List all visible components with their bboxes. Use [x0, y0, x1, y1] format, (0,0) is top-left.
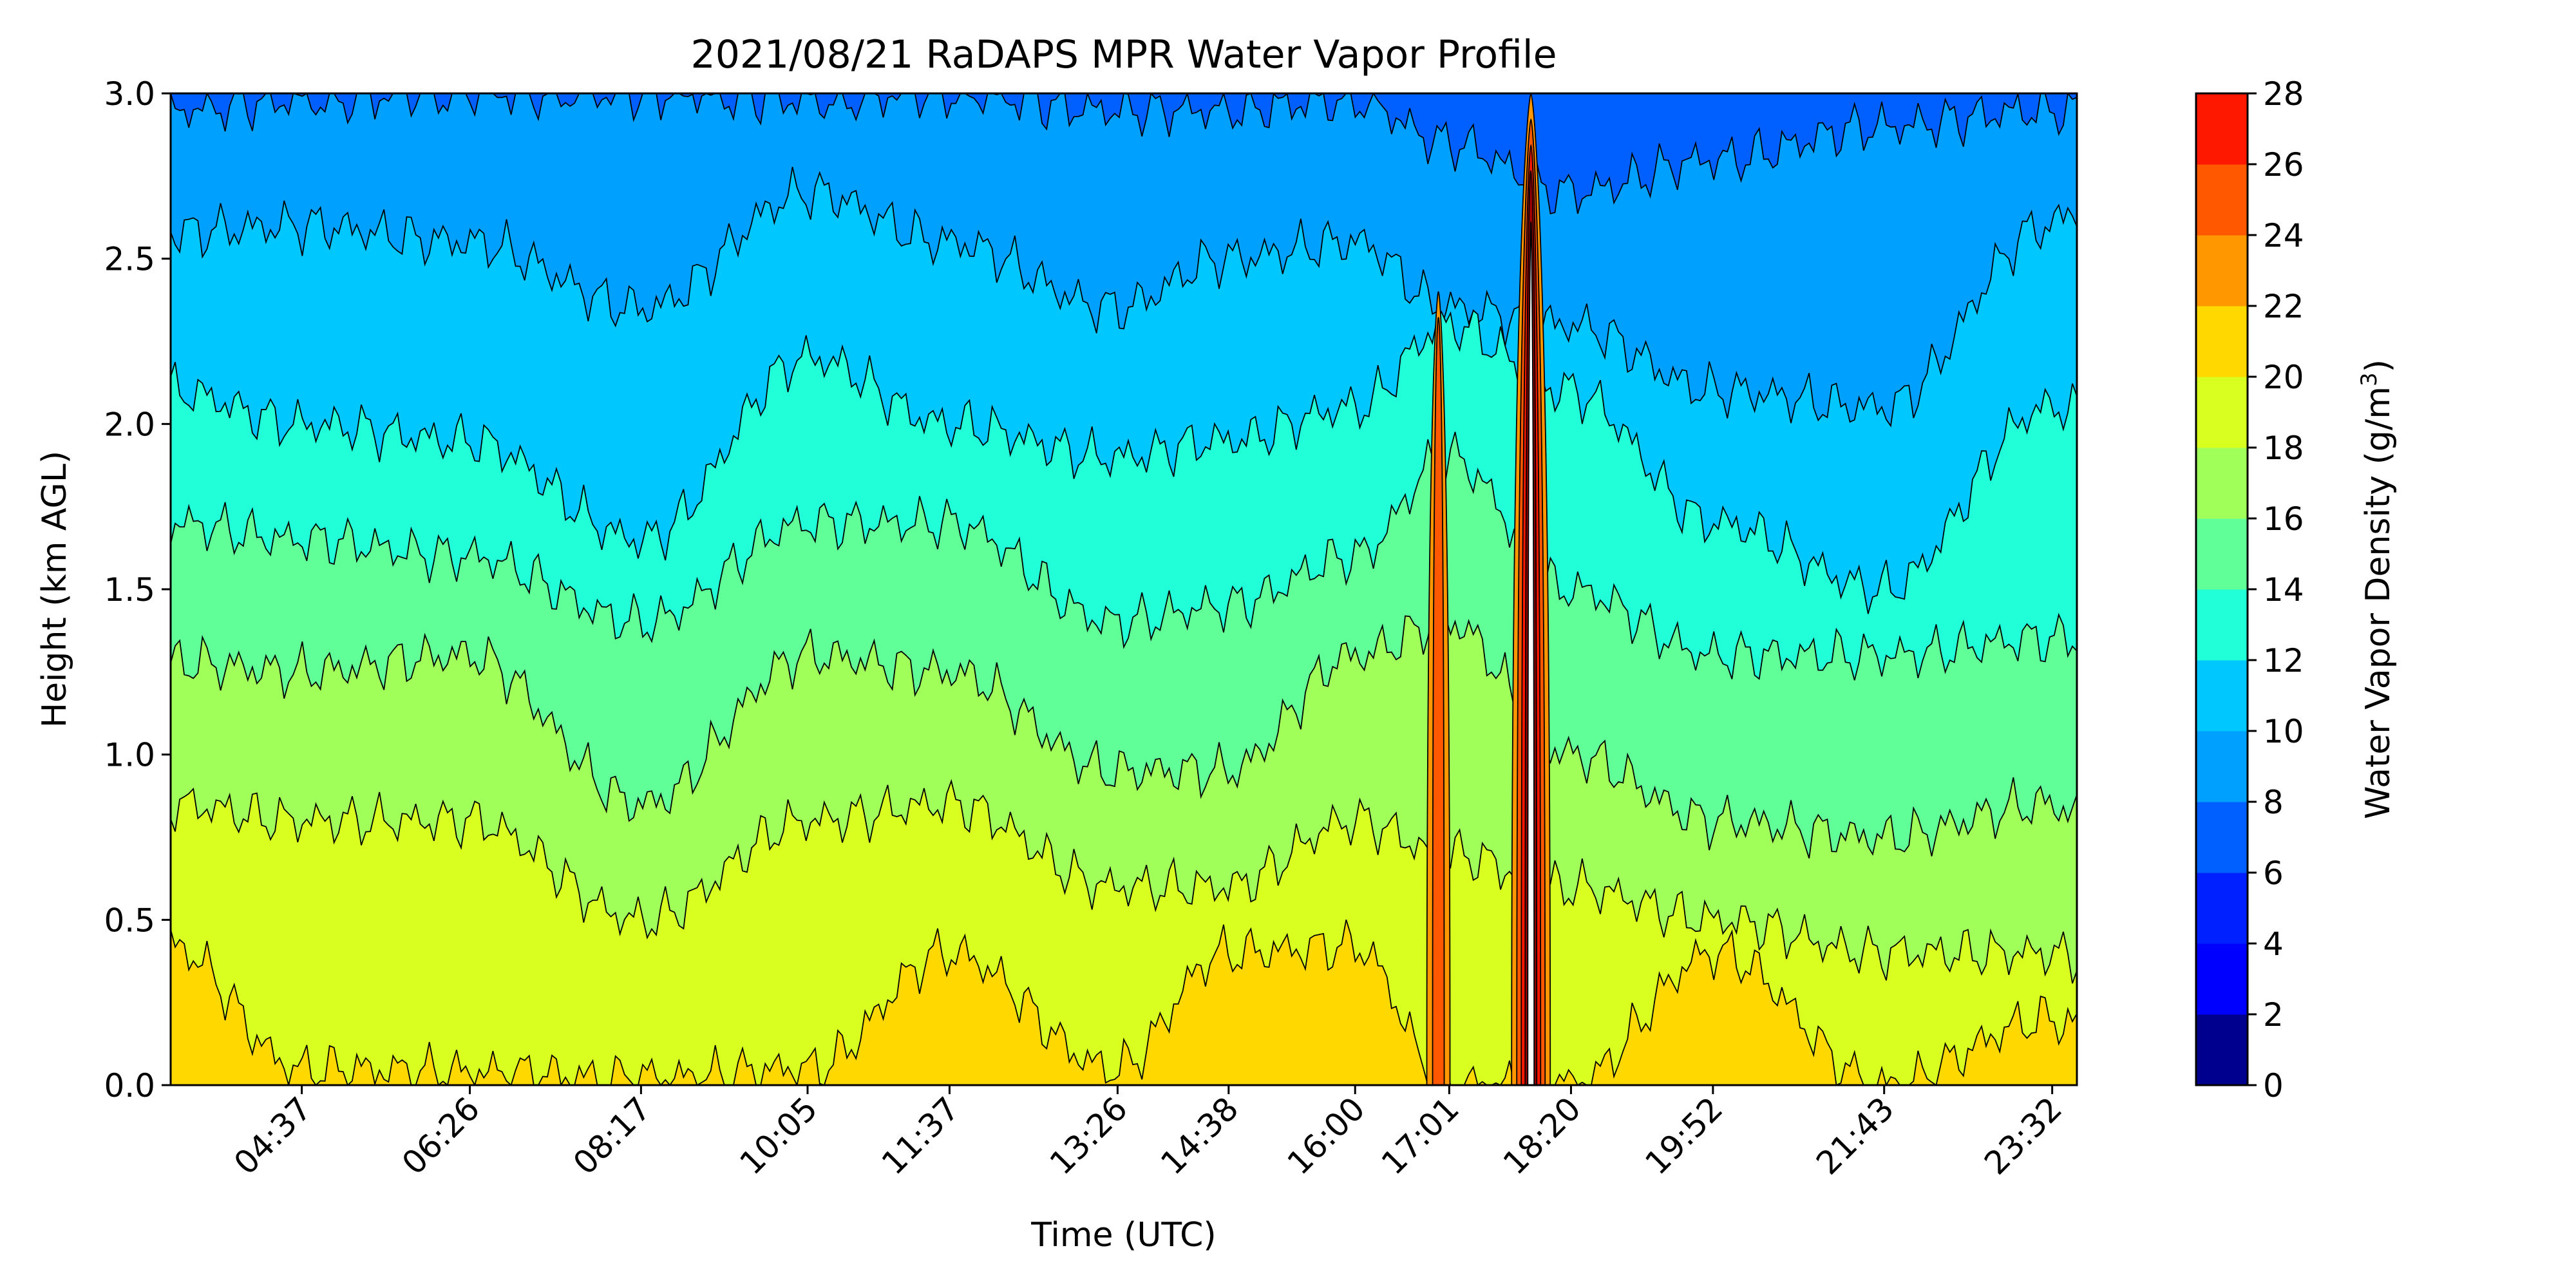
colorbar-tick-label: 14 [2263, 571, 2304, 609]
x-tick-label: 13:26 [1043, 1090, 1135, 1182]
x-axis: 04:37 06:26 08:17 10:05 11:37 13:26 14:38 16:00… [227, 1085, 2069, 1182]
y-axis-label: Height (km AGL) [35, 451, 74, 728]
colorbar-swatch-24 [2196, 164, 2248, 236]
chart-title: 2021/08/21 RaDAPS MPR Water Vapor Profil… [691, 32, 1557, 77]
plot-area [171, 93, 2077, 1085]
x-tick-label: 08:17 [566, 1090, 658, 1182]
spike-0-level-24 [1432, 317, 1445, 1085]
colorbar-swatch-22 [2196, 235, 2248, 307]
contour-line-14 [171, 431, 2077, 681]
y-tick-label: 0.0 [104, 1067, 155, 1104]
colorbar-swatch-4 [2196, 873, 2248, 944]
colorbar-swatch-0 [2196, 1014, 2248, 1086]
colorbar-tick-label: 18 [2263, 430, 2304, 467]
x-tick-label: 04:37 [227, 1090, 319, 1182]
colorbar-label-close: ) [2359, 359, 2398, 372]
colorbar-swatch-6 [2196, 802, 2248, 873]
x-tick-label: 19:52 [1638, 1090, 1730, 1182]
y-tick-label: 1.5 [104, 571, 155, 609]
x-axis-label: Time (UTC) [1030, 1216, 1216, 1255]
colorbar-frame [2195, 92, 2249, 1086]
x-tick-label: 23:32 [1977, 1090, 2069, 1182]
colorbar-tick-label: 28 [2263, 75, 2304, 113]
colorbar-label: Water Vapor Density (g/m3) [2356, 359, 2398, 819]
colorbar-swatch-18 [2196, 377, 2248, 448]
colorbar-tick-label: 2 [2263, 996, 2284, 1034]
colorbar-tick-label: 10 [2263, 713, 2304, 750]
colorbar-label-sup: 3 [2356, 372, 2382, 386]
y-tick-label: 2.0 [104, 406, 155, 443]
band-20-22 [171, 920, 2077, 1085]
x-tick-label: 21:43 [1809, 1090, 1901, 1182]
colorbar-tick-label: 12 [2263, 642, 2304, 679]
contour-line-20 [171, 919, 2077, 1085]
colorbar-swatch-14 [2196, 518, 2248, 590]
colorbar-tick-label: 4 [2263, 925, 2284, 963]
x-tick-label: 06:26 [395, 1090, 487, 1182]
contour-line-18 [171, 779, 2077, 984]
colorbar-swatch-10 [2196, 660, 2248, 732]
y-tick-label: 2.5 [104, 241, 155, 278]
colorbar-swatch-2 [2196, 943, 2248, 1015]
colorbar-tick-label: 0 [2263, 1067, 2284, 1104]
y-axis: 0.0 0.5 1.0 1.5 2.0 2.5 3.0 [104, 75, 171, 1104]
x-tick-label: 17:01 [1374, 1090, 1466, 1182]
y-tick-label: 1.0 [104, 737, 155, 774]
x-tick-label: 16:00 [1280, 1090, 1372, 1182]
x-tick-label: 14:38 [1153, 1090, 1245, 1182]
x-tick-label: 10:05 [733, 1090, 825, 1182]
spike-missing-data [1527, 221, 1535, 1085]
y-tick-label: 3.0 [104, 75, 155, 113]
colorbar-tick-label: 8 [2263, 784, 2284, 821]
x-tick-label: 18:20 [1496, 1090, 1588, 1182]
colorbar-swatch-8 [2196, 731, 2248, 802]
colorbar-tick-label: 26 [2263, 146, 2304, 184]
x-tick-label: 11:37 [875, 1090, 967, 1182]
colorbar-tick-label: 16 [2263, 500, 2304, 538]
colorbar-tick-label: 6 [2263, 855, 2284, 892]
colorbar-swatch-20 [2196, 306, 2248, 377]
contour-line-10 [171, 166, 2077, 428]
colorbar-swatch-26 [2196, 93, 2248, 165]
colorbar-swatch-16 [2196, 448, 2248, 519]
contour-line-16 [171, 602, 2077, 859]
colorbar-tick-label: 20 [2263, 359, 2304, 396]
colorbar-label-main: Water Vapor Density (g/m [2359, 386, 2398, 819]
colorbar-swatch-12 [2196, 589, 2248, 661]
colorbar-tick-label: 22 [2263, 288, 2304, 325]
band-18-20 [171, 781, 2077, 1085]
colorbar-tick-label: 24 [2263, 217, 2304, 254]
contour-line-8 [171, 93, 2077, 214]
contour-line-12 [171, 309, 2077, 614]
y-tick-label: 0.5 [104, 902, 155, 939]
